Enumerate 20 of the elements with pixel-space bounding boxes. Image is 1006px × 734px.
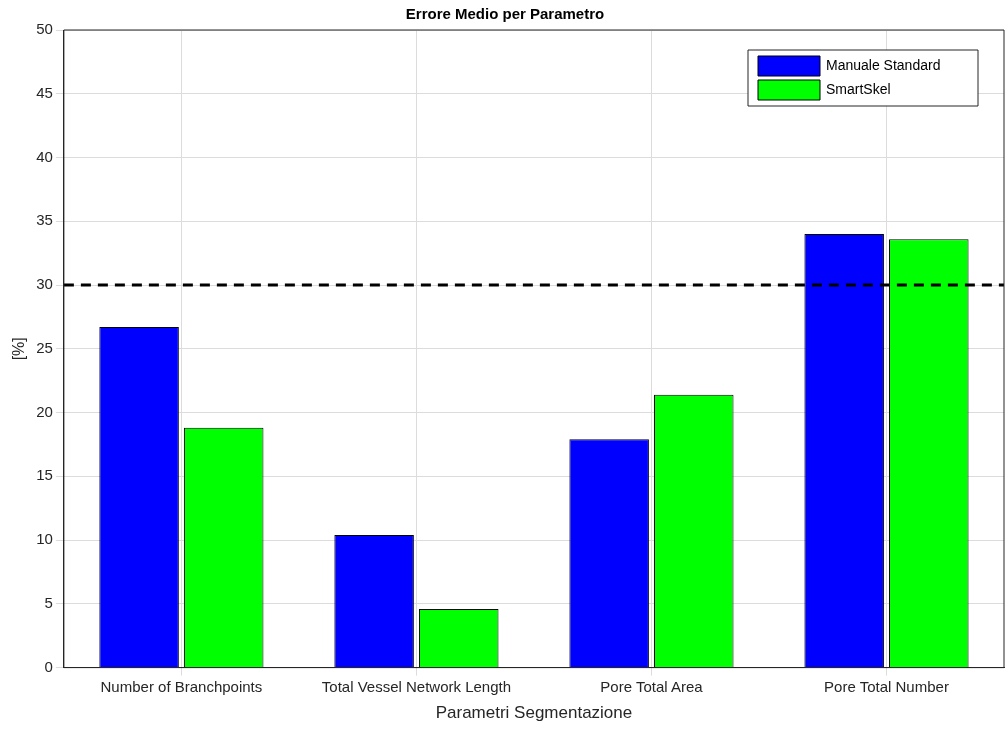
y-tick-label: 5 xyxy=(44,593,53,611)
y-axis-title: [%] xyxy=(10,337,28,361)
chart-title: Errore Medio per Parametro xyxy=(405,5,605,23)
y-tick-label: 20 xyxy=(36,402,53,420)
y-tick-label: 35 xyxy=(36,211,53,229)
y-tick-label: 50 xyxy=(36,20,53,38)
x-tick-label: Number of Branchpoints xyxy=(100,677,263,695)
y-tick-label: 30 xyxy=(36,275,53,293)
legend-label: SmartSkel xyxy=(826,80,891,97)
y-tick-label: 0 xyxy=(44,657,53,675)
legend-label: Manuale Standard xyxy=(826,56,941,73)
x-axis-title: Parametri Segmentazione xyxy=(435,703,633,723)
y-tick-label: 15 xyxy=(36,466,53,484)
y-tick-label: 45 xyxy=(36,83,53,101)
x-tick-label: Total Vessel Network Length xyxy=(321,677,512,695)
y-tick-label: 10 xyxy=(36,530,53,548)
y-tick-label: 40 xyxy=(36,147,53,165)
x-tick-label: Pore Total Number xyxy=(824,677,949,695)
x-tick-label: Pore Total Area xyxy=(600,677,704,695)
y-tick-label: 25 xyxy=(36,338,53,356)
